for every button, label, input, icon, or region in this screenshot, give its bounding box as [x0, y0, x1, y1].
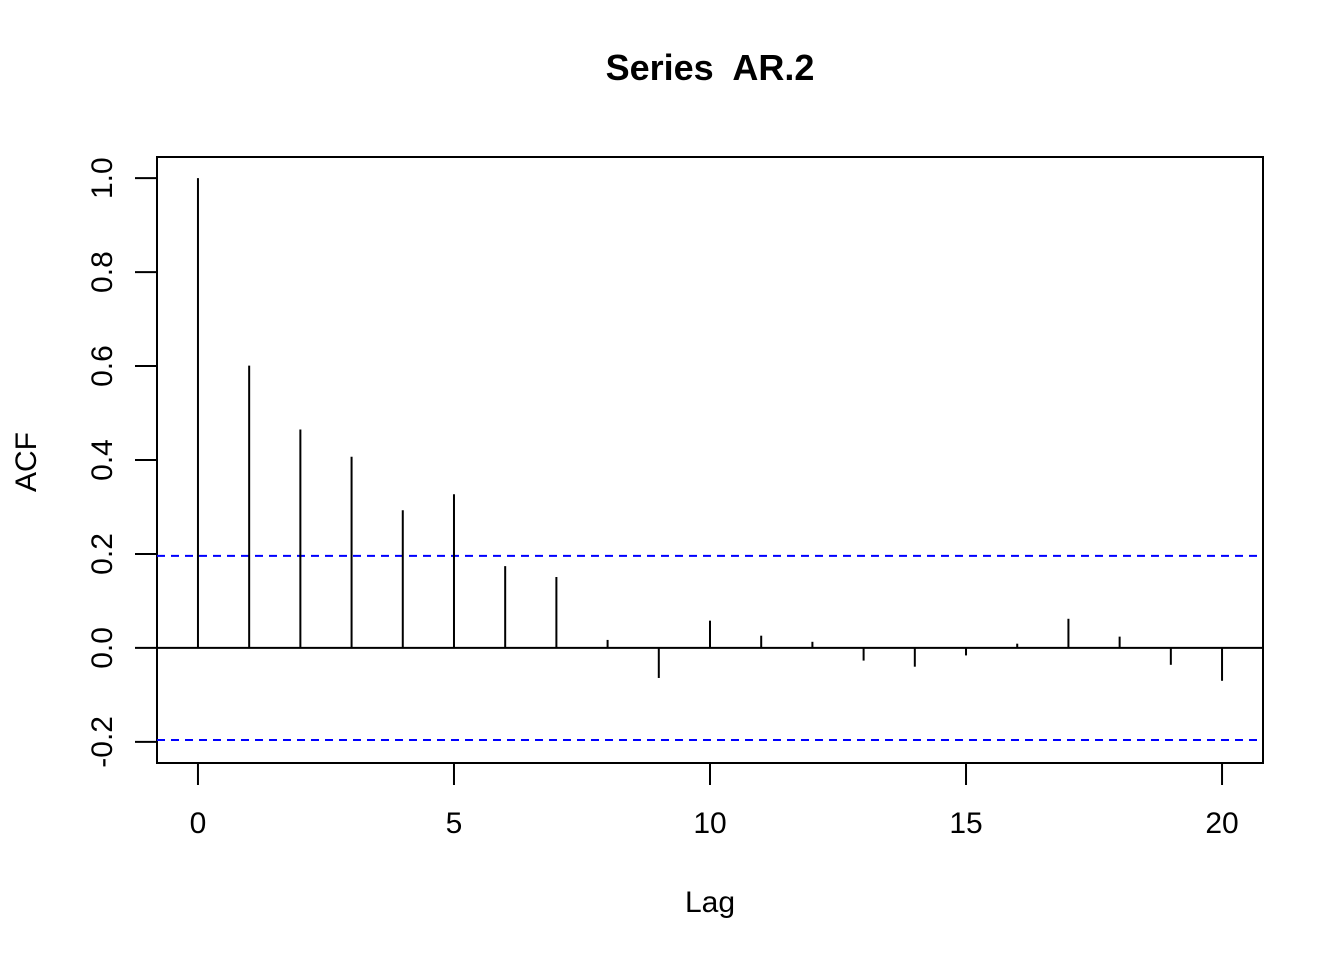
y-tick-label: 0.0 [86, 627, 119, 669]
x-tick-label: 20 [1205, 807, 1238, 840]
x-tick-label: 0 [190, 807, 207, 840]
plot-frame [156, 156, 1264, 764]
y-tick-label: 0.2 [86, 533, 119, 575]
y-tick-label: 0.6 [86, 345, 119, 387]
y-tick-label: 0.4 [86, 439, 119, 481]
x-tick-label: 15 [949, 807, 982, 840]
y-tick-label: 1.0 [86, 157, 119, 199]
x-tick-label: 10 [693, 807, 726, 840]
plot-area: 0 5 10 15 20 -0.2 0.0 0.2 0.4 0.6 0.8 1.0 [86, 156, 1264, 840]
y-tick-label: -0.2 [86, 716, 119, 768]
y-tick-label: 0.8 [86, 251, 119, 293]
chart-title: Series AR.2 [606, 47, 815, 88]
x-tick-label: 5 [446, 807, 463, 840]
y-axis-title: ACF [10, 432, 43, 492]
x-axis-title: Lag [685, 886, 735, 919]
